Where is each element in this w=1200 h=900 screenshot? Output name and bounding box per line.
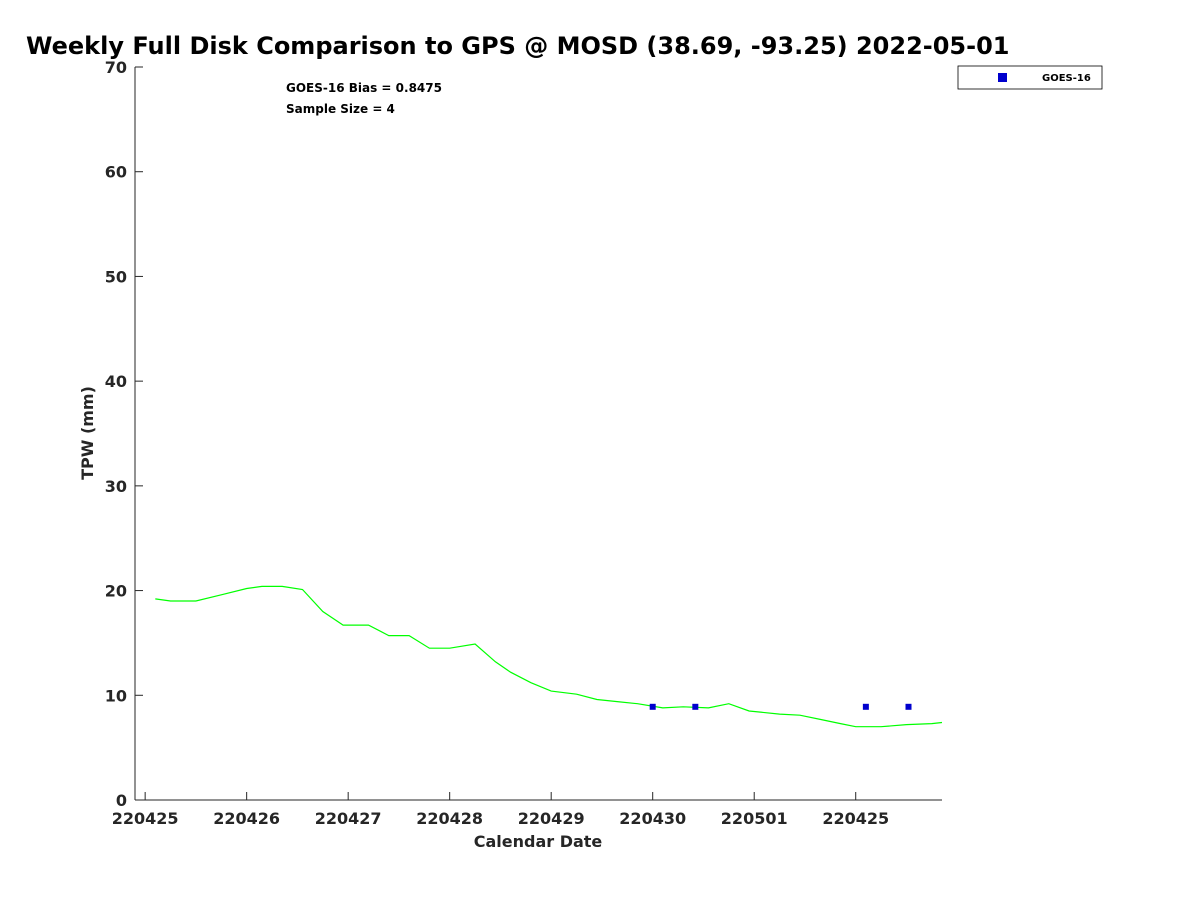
y-tick-label-0: 0 [116,791,127,810]
series-line-gps [155,585,943,728]
y-axis: 0 10 20 30 40 50 60 70 [105,58,143,810]
x-tick-label-3: 220428 [416,809,483,828]
x-tick-label-5: 220430 [619,809,686,828]
y-tick-label-60: 60 [105,163,127,182]
x-axis: 220425 220426 220427 220428 220429 220430 2205… [112,792,889,828]
x-tick-label-1: 220426 [213,809,280,828]
point-goes16-0 [649,703,656,710]
legend-box [957,65,1103,90]
x-tick-label-7: 220425 [822,809,889,828]
x-tick-label-2: 220427 [315,809,382,828]
legend: GOES-16 [957,65,1103,90]
y-tick-label-70: 70 [105,58,127,77]
x-tick-label-6: 220501 [721,809,788,828]
y-tick-label-40: 40 [105,372,127,391]
series-layer [155,585,943,728]
legend-marker-goes16 [998,73,1007,82]
point-goes16-2 [862,703,869,710]
legend-label-goes16: GOES-16 [1042,73,1091,84]
point-goes16-3 [905,703,912,710]
y-tick-label-30: 30 [105,477,127,496]
x-tick-label-4: 220429 [518,809,585,828]
plot-frame [134,67,942,801]
chart-title: Weekly Full Disk Comparison to GPS @ MOS… [26,32,1009,60]
x-tick-label-0: 220425 [112,809,179,828]
y-tick-label-10: 10 [105,686,127,705]
point-goes16-1 [692,703,699,710]
bias-annotation: GOES-16 Bias = 0.8475 [286,81,442,95]
y-tick-label-50: 50 [105,267,127,286]
sample-size-annotation: Sample Size = 4 [286,102,395,116]
y-axis-label: TPW (mm) [78,386,97,480]
y-tick-label-20: 20 [105,582,127,601]
x-axis-label: Calendar Date [474,832,603,851]
